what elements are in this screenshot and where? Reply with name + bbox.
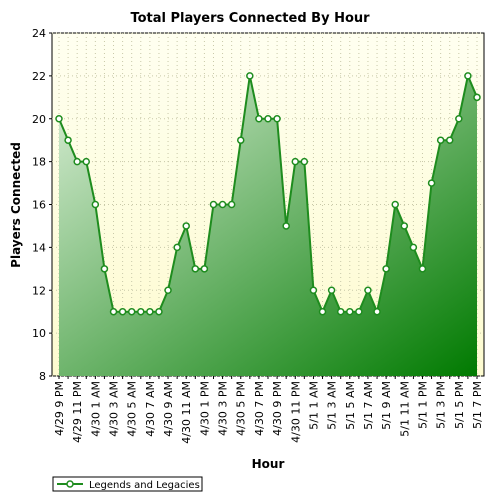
y-tick-label: 14 [32,241,46,254]
data-point [146,307,154,316]
x-tick-label: 4/30 11 PM [289,381,302,443]
x-tick-label: 5/1 7 AM [362,381,375,430]
x-tick-label: 4/30 3 AM [108,381,121,437]
y-axis-ticks: 8 10 12 14 16 18 20 22 24 [32,27,52,383]
data-point [200,265,209,273]
data-point [209,200,218,209]
data-point [400,222,409,230]
x-tick-label: 5/1 3 PM [435,381,448,429]
data-point [391,200,399,209]
x-tick-label: 5/1 5 PM [453,381,466,429]
x-tick-label: 4/30 9 AM [162,381,175,437]
data-point [82,157,91,166]
y-tick-label: 10 [32,327,46,340]
data-point [73,157,81,166]
data-point [364,286,372,294]
x-tick-label: 5/1 9 AM [380,381,393,430]
data-point [137,307,145,316]
y-tick-label: 24 [32,27,46,40]
x-tick-label: 5/1 1 AM [307,381,320,430]
data-point [309,286,318,294]
x-tick-label: 5/1 3 AM [326,381,339,430]
data-point [355,307,363,316]
data-point [246,72,254,80]
data-point [218,200,227,209]
x-tick-label: 4/30 9 PM [271,381,284,436]
x-tick-label: 4/29 9 PM [53,381,66,436]
y-tick-label: 20 [32,113,46,126]
data-point [55,115,63,123]
data-point [382,265,390,273]
data-point [236,136,245,144]
data-point [173,243,181,252]
y-tick-label: 8 [39,370,46,383]
legend-entry-label: Legends and Legacies [89,480,200,491]
data-point [473,93,481,102]
data-point [227,200,236,209]
data-point [264,115,272,123]
x-tick-label: 5/1 7 PM [471,381,484,429]
x-tick-label: 4/30 1 AM [89,381,102,437]
data-point [100,265,109,273]
data-point [427,179,436,187]
chart-title: Total Players Connected By Hour [130,11,370,26]
data-point [273,115,281,123]
data-point [191,265,200,273]
data-point [327,286,336,294]
data-point [255,115,263,123]
y-tick-label: 22 [32,70,46,83]
data-point [346,307,354,316]
data-point [127,307,136,316]
data-point [300,157,309,166]
legend-box [52,476,203,492]
data-point [373,307,381,316]
y-tick-label: 12 [32,284,46,297]
data-point [109,307,118,316]
data-point [455,115,463,123]
x-tick-label: 4/30 7 PM [253,381,266,436]
x-axis-label: Hour [252,457,285,471]
data-point [291,157,300,166]
x-tick-label: 5/1 5 AM [344,381,357,430]
legend-swatch-marker [66,480,74,488]
x-tick-label: 5/1 1 PM [416,381,429,429]
data-point [282,222,290,230]
x-tick-label: 4/29 11 PM [71,381,84,443]
x-tick-label: 4/30 11 AM [180,381,193,444]
data-point [445,136,454,144]
data-point [118,307,127,316]
data-point [418,265,427,273]
y-axis-label: Players Connected [9,142,23,268]
data-point [64,136,72,144]
x-tick-label: 5/1 11 AM [398,381,411,437]
data-point [336,307,345,316]
data-point [155,307,163,316]
y-tick-label: 18 [32,156,46,169]
data-point [164,286,172,294]
data-point [464,72,472,80]
y-tick-label: 16 [32,199,46,212]
x-tick-label: 4/30 5 AM [126,381,139,437]
x-tick-label: 4/30 7 AM [144,381,157,437]
data-point [91,200,100,209]
x-tick-label: 4/30 1 PM [198,381,211,436]
series-markers [55,72,481,316]
x-tick-label: 4/30 3 PM [217,381,230,436]
data-point [436,136,445,144]
x-tick-label: 4/30 5 PM [235,381,248,436]
legend: Legends and Legacies [52,476,203,492]
data-point [182,222,190,230]
data-point [318,307,327,316]
x-axis-ticks: 4/29 9 PM 4/29 11 PM 4/30 1 AM 4/30 3 AM 4/3… [53,376,484,444]
data-point [409,243,418,252]
